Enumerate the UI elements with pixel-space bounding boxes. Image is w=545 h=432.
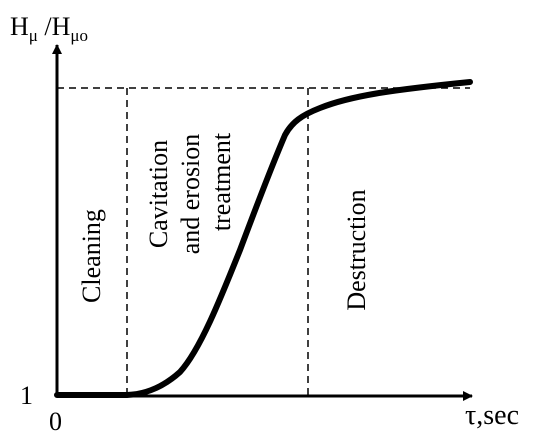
zone-label-cleaning: Cleaning bbox=[77, 209, 106, 303]
main-curve bbox=[54, 79, 473, 398]
zone-label-cavitation-line3: treatment bbox=[207, 132, 236, 231]
zone-label-cavitation-line2: and erosion bbox=[176, 134, 205, 255]
x-axis-label: τ,sec bbox=[465, 400, 519, 431]
y-axis-label: Hμ /Hμo bbox=[10, 12, 88, 45]
origin-label: 0 bbox=[49, 407, 62, 432]
zone-label-cavitation-line1: Cavitation bbox=[144, 140, 173, 248]
y-tick-label-1: 1 bbox=[20, 381, 33, 410]
zone-label-destruction: Destruction bbox=[342, 189, 371, 310]
